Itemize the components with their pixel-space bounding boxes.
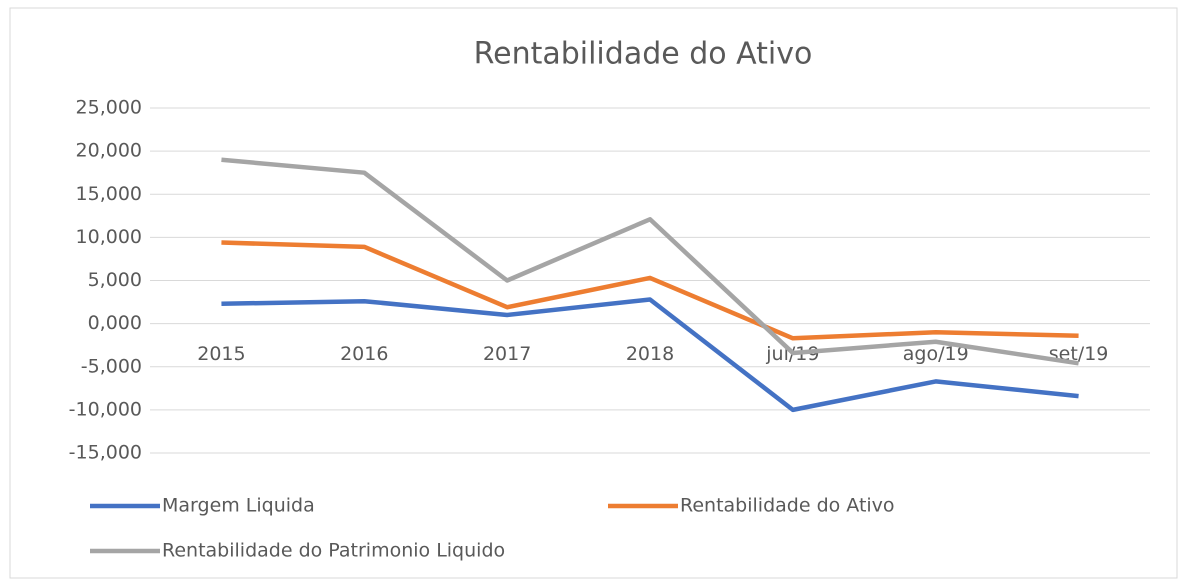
legend-label: Rentabilidade do Ativo <box>680 495 895 517</box>
y-tick-label: 5,000 <box>88 269 142 291</box>
line-series <box>221 157 1079 366</box>
y-tick-label: 0,000 <box>88 312 142 334</box>
chart-border <box>9 7 1178 579</box>
line-series <box>221 297 1079 413</box>
y-tick-label: -10,000 <box>69 398 142 420</box>
legend-label: Margem Liquida <box>162 495 315 517</box>
y-tick-label: -15,000 <box>69 442 142 464</box>
legend-label: Rentabilidade do Patrimonio Liquido <box>162 540 505 562</box>
x-tick-label: 2017 <box>483 343 531 365</box>
x-tick-label: 2018 <box>626 343 674 365</box>
line-series <box>221 240 1079 341</box>
y-tick-label: 20,000 <box>76 140 142 162</box>
y-tick-label: 15,000 <box>76 183 142 205</box>
y-tick-label: 25,000 <box>76 97 142 119</box>
y-tick-label: -5,000 <box>81 355 142 377</box>
y-tick-label: 10,000 <box>76 226 142 248</box>
chart-title: Rentabilidade do Ativo <box>474 37 813 72</box>
x-tick-label: 2016 <box>340 343 388 365</box>
x-tick-label: 2015 <box>197 343 245 365</box>
x-tick-label: ago/19 <box>903 343 969 365</box>
